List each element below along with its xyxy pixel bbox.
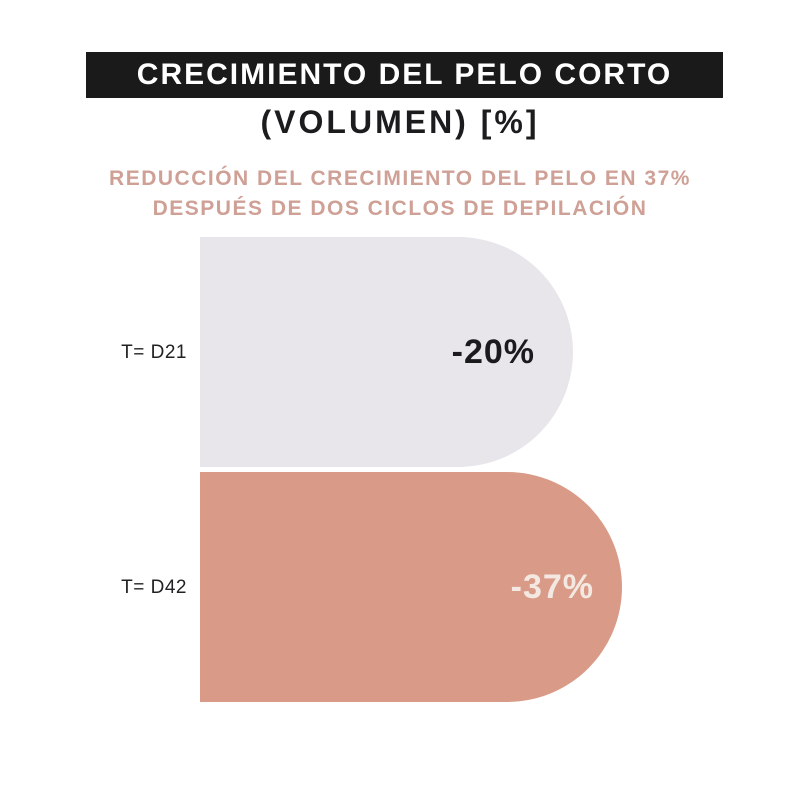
bar-t-d42-value-label: -37% xyxy=(510,567,594,606)
title-banner: CRECIMIENTO DEL PELO CORTO xyxy=(86,52,723,98)
category-label-t-d42: T= D42 xyxy=(121,577,187,598)
bar-t-d21-value-label: -20% xyxy=(451,332,535,371)
description-line-2: DESPUÉS DE DOS CICLOS DE DEPILACIÓN xyxy=(152,197,648,220)
units-subtitle: (VOLUMEN) [%] xyxy=(260,104,540,140)
bar-t-d21: -20% xyxy=(200,237,573,467)
chart-description: REDUCCIÓN DEL CRECIMIENTO DEL PELO EN 37… xyxy=(0,164,800,224)
bar-t-d42: -37% xyxy=(200,472,622,702)
category-label-t-d21: T= D21 xyxy=(121,342,187,363)
description-line-1: REDUCCIÓN DEL CRECIMIENTO DEL PELO EN 37… xyxy=(109,167,691,190)
page-title: CRECIMIENTO DEL PELO CORTO xyxy=(136,58,673,91)
